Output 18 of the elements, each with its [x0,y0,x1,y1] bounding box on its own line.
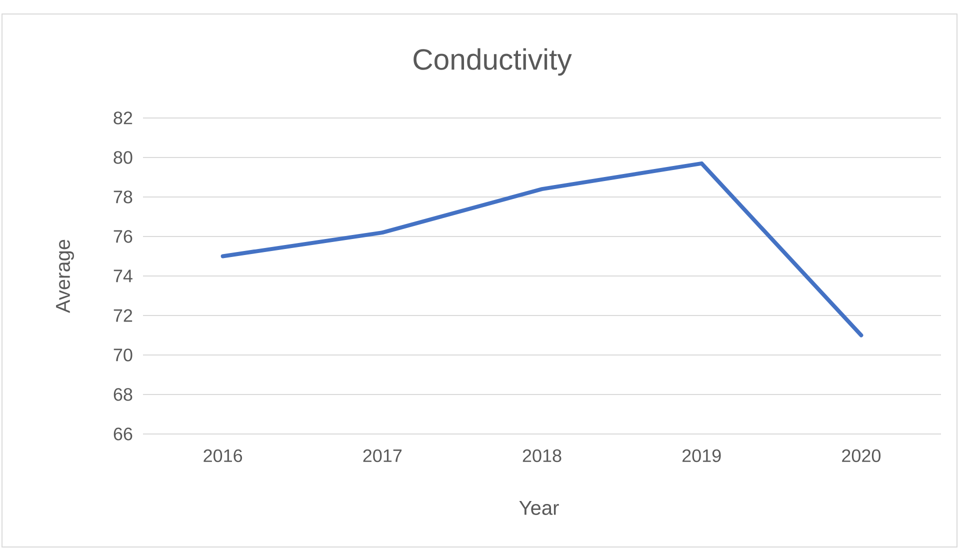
x-tick-label: 2016 [204,449,242,462]
x-axis-title: Year [519,501,559,515]
y-tick-label: 74 [114,270,132,282]
chart-title: Conductivity [414,48,572,76]
y-axis-title: Average [56,240,74,314]
line-series [220,161,864,338]
x-tick-label: 2019 [682,449,721,462]
y-tick-label: 82 [114,112,132,124]
y-tick-label: 78 [114,190,132,204]
y-tick-label: 68 [114,388,132,401]
x-tick-label: 2017 [363,449,402,462]
x-tick-label: 2020 [842,449,881,462]
y-tick-label: 80 [114,151,132,164]
y-tick-label: 70 [114,348,132,362]
x-tick-label: 2018 [522,449,562,462]
y-tick-label: 76 [114,230,132,243]
y-tick-label: 66 [114,428,132,440]
y-tick-label: 72 [114,309,132,322]
